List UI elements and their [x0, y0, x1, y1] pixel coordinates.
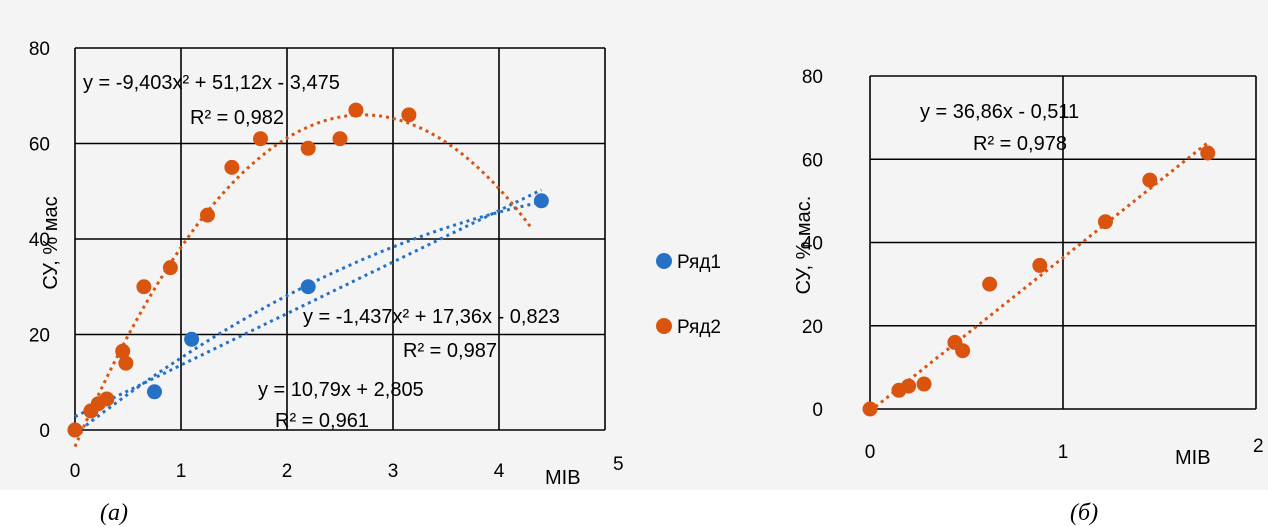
panel-a-data-point: [162, 260, 178, 276]
panel-a-x-tick-label: 2: [282, 461, 293, 482]
panel-b-data-point: [901, 378, 917, 394]
panel-a-x-tick-label: 1: [176, 461, 187, 482]
panel-a-y-tick-label: 0: [39, 421, 50, 442]
panel-b-y-ticks: 0 20 40 60 80: [802, 67, 823, 421]
panel-a-eq-series2: y = -9,403x² + 51,12x - 3,475: [83, 72, 340, 94]
panel-a-data-point: [224, 159, 240, 175]
panel-a-data-point: [99, 391, 115, 407]
panel-b-x-axis-label: MIB: [1175, 447, 1211, 469]
panel-a-x-tick-label: 0: [70, 461, 81, 482]
panel-b-data-point: [1142, 172, 1158, 188]
panel-a-trendlines: [73, 113, 543, 448]
panel-a-data-point: [200, 207, 215, 223]
panel-b-y-tick-label: 0: [812, 400, 823, 421]
panel-a-r2-poly: R² = 0,987: [403, 340, 497, 362]
panel-b-eq-linear: y = 36,86x - 0,511: [920, 101, 1079, 123]
chart-panel-b: 0 1 2 0 20 40 60 80 MIB СУ, % мас. y = 36,86x …: [793, 67, 1264, 469]
legend-label-series2: Ряд2: [677, 317, 721, 338]
panel-b-trendline: [869, 141, 1209, 413]
panel-a-data-point: [401, 107, 417, 123]
panel-a-data-point: [332, 131, 348, 147]
panel-a-data-point: [115, 343, 131, 359]
panel-a-data-point: [118, 355, 134, 371]
panel-b-y-tick-label: 40: [802, 234, 823, 255]
panel-b-x-tick-label: 0: [865, 442, 876, 463]
panel-b-y-tick-label: 80: [802, 67, 823, 88]
panel-b-data-point: [1097, 214, 1113, 230]
panel-a-x-tick-label: 3: [388, 461, 399, 482]
panel-a-trendline: [74, 188, 543, 418]
panel-b-r2-linear: R² = 0,978: [973, 133, 1067, 155]
panel-b-data-point: [955, 343, 971, 359]
panel-b-x-tick-label: 1: [1058, 442, 1069, 463]
panel-b-y-axis-label: СУ, % мас.: [793, 196, 815, 295]
panel-a-x-tick-label: 5: [613, 454, 624, 475]
panel-a-data-point: [67, 422, 83, 438]
panel-a-y-tick-label: 60: [29, 135, 50, 156]
panel-a-y-tick-label: 80: [29, 39, 50, 60]
panel-a-y-tick-label: 20: [29, 326, 50, 347]
panel-a-data-point: [348, 102, 364, 118]
panel-b-data-point: [1200, 145, 1216, 161]
panel-a-data-point: [184, 331, 200, 347]
panel-a-x-ticks: 0 1 2 3 4 5: [70, 454, 624, 482]
panel-b-data-point: [982, 276, 998, 292]
legend-marker-series2: [656, 318, 672, 334]
panel-b-data-point: [916, 376, 932, 392]
panel-a-trendline: [73, 113, 532, 448]
panel-a-r2-linear: R² = 0,961: [275, 410, 369, 432]
panel-a-caption: (a): [100, 500, 128, 526]
panel-b-trendlines: [869, 141, 1209, 413]
panel-a-x-axis-label: MIB: [545, 467, 581, 489]
panel-b-data-point: [862, 401, 878, 417]
panel-b-data-point: [1032, 257, 1048, 273]
panel-a-eq-poly: y = -1,437x² + 17,36x - 0,823: [303, 306, 560, 328]
panel-b-grid: [869, 75, 1257, 410]
panel-b-points: [862, 145, 1216, 417]
panel-a-data-point: [300, 140, 316, 156]
panel-b-x-ticks: 0 1 2: [865, 436, 1264, 463]
legend: Ряд1 Ряд2: [656, 252, 721, 338]
panel-a-y-ticks: 0 20 40 60 80: [29, 39, 50, 442]
panel-b-y-tick-label: 20: [802, 317, 823, 338]
panel-a-data-point: [136, 279, 152, 295]
panel-b-caption: (б): [1070, 500, 1098, 526]
panel-a-data-point: [300, 279, 316, 295]
panel-a-r2-series2: R² = 0,982: [190, 107, 284, 129]
panel-a-data-point: [147, 384, 162, 400]
panel-b-x-tick-label: 2: [1253, 436, 1264, 457]
panel-a-eq-linear: y = 10,79x + 2,805: [258, 379, 424, 401]
chart-panel-a: 0 1 2 3 4 5 0 20 40 60 80 MIB СУ, % мас y = -9,40…: [29, 39, 721, 489]
panel-a-data-point: [533, 193, 549, 209]
panel-b-y-tick-label: 60: [802, 150, 823, 171]
legend-marker-series1: [656, 253, 672, 269]
panel-a-y-axis-label: СУ, % мас: [40, 196, 62, 289]
panel-a-x-tick-label: 4: [494, 461, 505, 482]
panel-a-y-tick-label: 40: [29, 230, 50, 251]
panel-a-data-point: [253, 131, 268, 147]
panel-a-points: [67, 102, 549, 438]
legend-label-series1: Ряд1: [677, 252, 721, 273]
